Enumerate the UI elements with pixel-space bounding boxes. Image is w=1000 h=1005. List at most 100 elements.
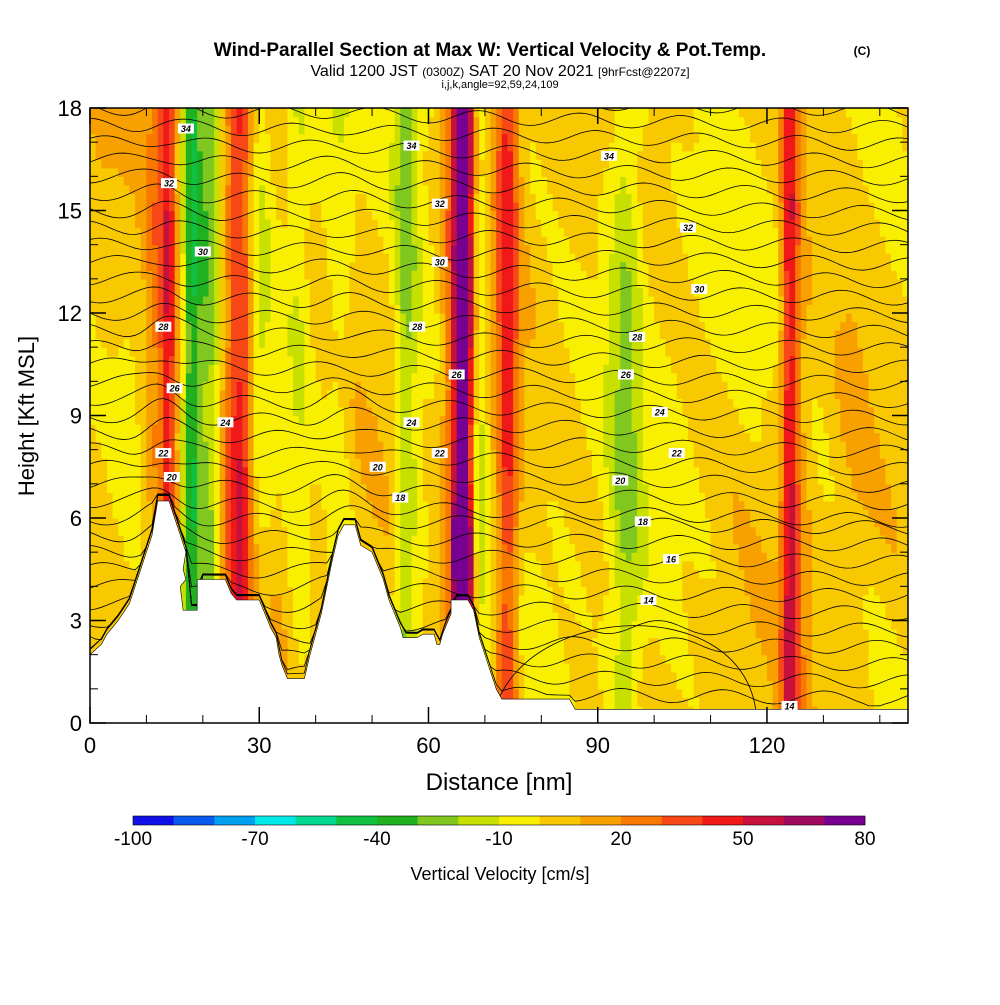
velocity-cell [253, 432, 260, 442]
velocity-cell [332, 142, 339, 152]
velocity-cell [129, 150, 136, 160]
velocity-cell [439, 142, 447, 152]
velocity-cell [208, 449, 215, 459]
velocity-cell [315, 321, 322, 331]
velocity-cell [338, 432, 345, 442]
velocity-cell [242, 167, 249, 177]
velocity-cell [315, 227, 322, 237]
velocity-cell [152, 184, 159, 195]
velocity-cell [439, 526, 447, 536]
velocity-cell [411, 543, 418, 553]
velocity-cell [394, 518, 401, 528]
velocity-cell [338, 424, 345, 434]
velocity-cell [180, 304, 187, 314]
velocity-cell [247, 330, 255, 340]
velocity-cell [445, 176, 452, 186]
velocity-cell [163, 193, 170, 203]
velocity-cell [315, 586, 322, 596]
velocity-cell [146, 261, 153, 271]
velocity-cell [383, 159, 390, 169]
velocity-cell [202, 193, 210, 203]
velocity-cell [355, 313, 362, 323]
velocity-cell [231, 159, 238, 169]
velocity-cell [388, 167, 396, 177]
velocity-cell [326, 543, 334, 553]
velocity-cell [439, 535, 447, 545]
velocity-cell [304, 270, 311, 280]
velocity-cell [298, 321, 305, 331]
velocity-cell [135, 483, 142, 493]
velocity-cell [467, 125, 475, 135]
velocity-cell [247, 535, 255, 545]
velocity-cell [298, 338, 305, 348]
velocity-cell [95, 441, 102, 451]
velocity-cell [338, 389, 345, 400]
velocity-cell [388, 176, 396, 186]
velocity-cell [253, 270, 260, 280]
velocity-cell [242, 458, 249, 468]
velocity-cell [428, 142, 435, 152]
velocity-cell [259, 184, 266, 195]
velocity-cell [315, 483, 322, 493]
velocity-cell [417, 543, 424, 553]
velocity-cell [321, 355, 328, 365]
velocity-cell [321, 236, 328, 246]
velocity-cell [355, 108, 362, 118]
velocity-cell [129, 347, 136, 357]
velocity-cell [456, 236, 463, 246]
velocity-cell [231, 458, 238, 468]
velocity-cell [338, 125, 345, 135]
velocity-cell [118, 560, 125, 570]
velocity-cell [462, 125, 469, 135]
velocity-cell [276, 646, 283, 656]
velocity-cell [326, 415, 334, 425]
velocity-cell [293, 201, 300, 212]
velocity-cell [185, 253, 193, 263]
velocity-cell [355, 142, 362, 152]
velocity-cell [304, 398, 311, 408]
velocity-cell [451, 492, 458, 502]
velocity-cell [264, 560, 272, 570]
velocity-cell [338, 184, 345, 195]
velocity-cell [270, 441, 277, 451]
velocity-cell [315, 441, 322, 451]
velocity-cell [439, 184, 447, 195]
velocity-cell [247, 372, 255, 382]
velocity-cell [434, 629, 441, 639]
velocity-cell [310, 611, 317, 622]
velocity-cell [445, 244, 452, 254]
velocity-cell [304, 295, 311, 306]
velocity-cell [180, 295, 187, 306]
velocity-cell [304, 475, 311, 485]
velocity-cell [247, 381, 255, 391]
velocity-cell [236, 432, 243, 442]
velocity-cell [90, 441, 97, 451]
velocity-cell [123, 441, 131, 451]
velocity-cell [236, 543, 243, 553]
velocity-cell [428, 406, 435, 417]
velocity-cell [180, 466, 187, 476]
velocity-cell [101, 483, 108, 493]
velocity-cell [135, 219, 142, 229]
velocity-cell [231, 176, 238, 186]
velocity-cell [467, 449, 475, 459]
velocity-cell [152, 167, 159, 177]
velocity-cell [118, 543, 125, 553]
velocity-cell [247, 313, 255, 323]
velocity-cell [439, 620, 447, 630]
velocity-cell [439, 236, 447, 246]
velocity-cell [264, 552, 272, 562]
velocity-cell [400, 406, 407, 417]
velocity-cell [281, 611, 289, 622]
velocity-cell [276, 441, 283, 451]
velocity-cell [332, 338, 339, 348]
velocity-cell [214, 560, 221, 570]
velocity-cell [242, 338, 249, 348]
velocity-cell [293, 108, 300, 118]
velocity-cell [355, 133, 362, 143]
velocity-cell [467, 483, 475, 493]
velocity-cell [270, 244, 277, 254]
velocity-cell [372, 227, 379, 237]
velocity-cell [231, 227, 238, 237]
velocity-cell [191, 389, 198, 400]
